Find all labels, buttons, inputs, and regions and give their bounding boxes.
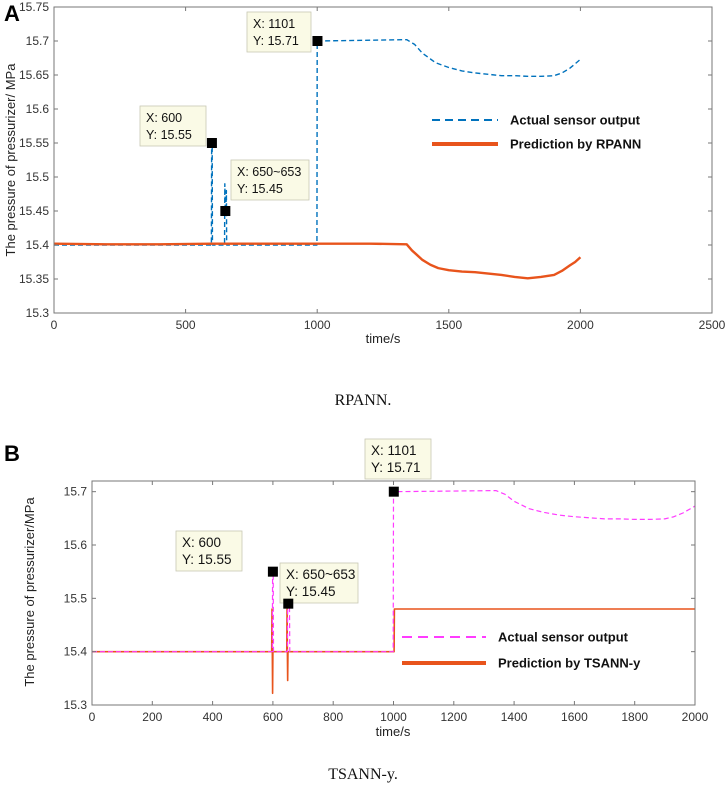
x-tick-label: 1400 — [501, 710, 528, 724]
panel-b-series — [92, 490, 696, 695]
legend-label: Actual sensor output — [498, 630, 629, 645]
x-tick-label: 200 — [142, 710, 162, 724]
datatip-y-text: Y: 15.71 — [371, 460, 421, 475]
x-tick-label: 1600 — [561, 710, 588, 724]
datatip-x-text: X: 600 — [146, 111, 182, 125]
datatip-box — [246, 11, 312, 53]
panel-b-x-axis-label: time/s — [376, 724, 411, 739]
legend-label: Prediction by RPANN — [510, 137, 641, 152]
y-tick-label: 15.6 — [64, 538, 88, 552]
x-tick-label: 2500 — [699, 318, 726, 332]
datatip-box — [175, 530, 243, 572]
panel-a-legend: Actual sensor output Prediction by RPANN — [432, 113, 641, 152]
x-tick-label: 0 — [89, 710, 96, 724]
panel-b-axes-box — [91, 480, 696, 706]
panel-a-x-axis-label: time/s — [366, 331, 401, 346]
datatip-x-text: X: 1101 — [371, 443, 417, 458]
y-tick-label: 15.55 — [19, 136, 49, 150]
y-tick-label: 15.3 — [64, 698, 88, 712]
y-tick-label: 15.4 — [26, 238, 50, 252]
panel-a: A 0 500 1000 1500 2000 2500 15.3 15.35 15.4 15.45… — [3, 0, 726, 409]
y-tick-label: 15.5 — [64, 591, 88, 605]
panel-b-caption: TSANN-y. — [328, 766, 398, 783]
datatip-y-text: Y: 15.55 — [182, 552, 232, 567]
panel-a-y-axis-label: The pressure of pressurizer/ MPa — [3, 63, 18, 257]
panel-b-letter: B — [4, 441, 20, 466]
y-tick-label: 15.5 — [26, 170, 50, 184]
legend-label: Actual sensor output — [510, 113, 641, 128]
datatip-marker — [220, 206, 231, 216]
x-tick-label: 600 — [263, 710, 283, 724]
panel-a-caption: RPANN. — [335, 392, 392, 409]
y-tick-label: 15.35 — [19, 272, 49, 286]
x-tick-label: 500 — [176, 318, 196, 332]
datatip-x-text: X: 650~653 — [286, 567, 355, 582]
x-tick-label: 1000 — [304, 318, 331, 332]
x-tick-label: 400 — [203, 710, 223, 724]
datatip-box — [279, 562, 359, 604]
datatip-marker — [388, 486, 399, 497]
series-line-actual-sensor-output — [54, 38, 581, 246]
y-tick-label: 15.7 — [26, 34, 50, 48]
x-tick-label: 0 — [51, 318, 58, 332]
panel-b-ticks: 0 200 400 600 800 1000 1200 1400 1600 1800 2000 15.… — [64, 481, 709, 724]
panel-b-legend: Actual sensor output Prediction by TSANN-… — [402, 630, 641, 671]
x-tick-label: 1500 — [435, 318, 462, 332]
panel-a-axes-box — [53, 6, 713, 314]
panel-a-letter: A — [4, 1, 20, 26]
datatip-y-text: Y: 15.71 — [253, 34, 299, 48]
datatip-y-text: Y: 15.55 — [146, 128, 192, 142]
datatip-marker — [206, 138, 217, 148]
datatip-marker — [267, 566, 278, 577]
panel-a-annotations: X: 600 Y: 15.55 X: 650~653 Y: 15.45 X: 1101 Y… — [139, 11, 323, 216]
x-tick-label: 1000 — [380, 710, 407, 724]
y-tick-label: 15.75 — [19, 0, 49, 14]
legend-label: Prediction by TSANN-y — [498, 656, 641, 671]
x-tick-label: 1200 — [440, 710, 467, 724]
datatip-x-text: X: 600 — [182, 535, 221, 550]
datatip-y-text: Y: 15.45 — [286, 584, 336, 599]
datatip-box — [230, 159, 310, 201]
series-line-actual-sensor-output — [92, 490, 696, 653]
panel-a-series — [53, 38, 582, 280]
x-tick-label: 2000 — [682, 710, 709, 724]
x-tick-label: 2000 — [567, 318, 594, 332]
panel-a-ticks: 0 500 1000 1500 2000 2500 15.3 15.35 15.4 15.45 15… — [19, 0, 726, 332]
y-tick-label: 15.6 — [26, 102, 50, 116]
y-tick-label: 15.7 — [64, 485, 88, 499]
y-tick-label: 15.65 — [19, 68, 49, 82]
y-tick-label: 15.45 — [19, 204, 49, 218]
datatip-x-text: X: 650~653 — [237, 165, 301, 179]
datatip-x-text: X: 1101 — [253, 17, 295, 31]
x-tick-label: 800 — [323, 710, 343, 724]
x-tick-label: 1800 — [621, 710, 648, 724]
datatip-marker — [312, 36, 323, 46]
panel-b-y-axis-label: The pressure of pressurizer/MPa — [22, 497, 37, 687]
series-line-prediction — [53, 242, 582, 280]
panel-b-annotations: X: 600 Y: 15.55 X: 650~653 Y: 15.45 X: 1101 Y… — [175, 438, 432, 609]
y-tick-label: 15.3 — [26, 306, 50, 320]
datatip-marker — [283, 598, 294, 609]
datatip-box — [364, 438, 432, 480]
datatip-y-text: Y: 15.45 — [237, 182, 283, 196]
panel-b: B 0 200 400 600 800 1000 1200 1400 1600 1800 2000 1… — [4, 438, 709, 783]
y-tick-label: 15.4 — [64, 645, 88, 659]
datatip-box — [139, 105, 207, 147]
